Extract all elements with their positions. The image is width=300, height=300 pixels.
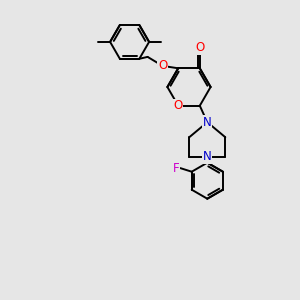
Text: N: N (203, 116, 212, 129)
Text: N: N (203, 116, 212, 129)
Text: N: N (203, 150, 212, 163)
Text: O: O (195, 41, 204, 54)
Text: O: O (158, 59, 167, 72)
Text: O: O (174, 99, 183, 112)
Text: F: F (173, 162, 179, 175)
